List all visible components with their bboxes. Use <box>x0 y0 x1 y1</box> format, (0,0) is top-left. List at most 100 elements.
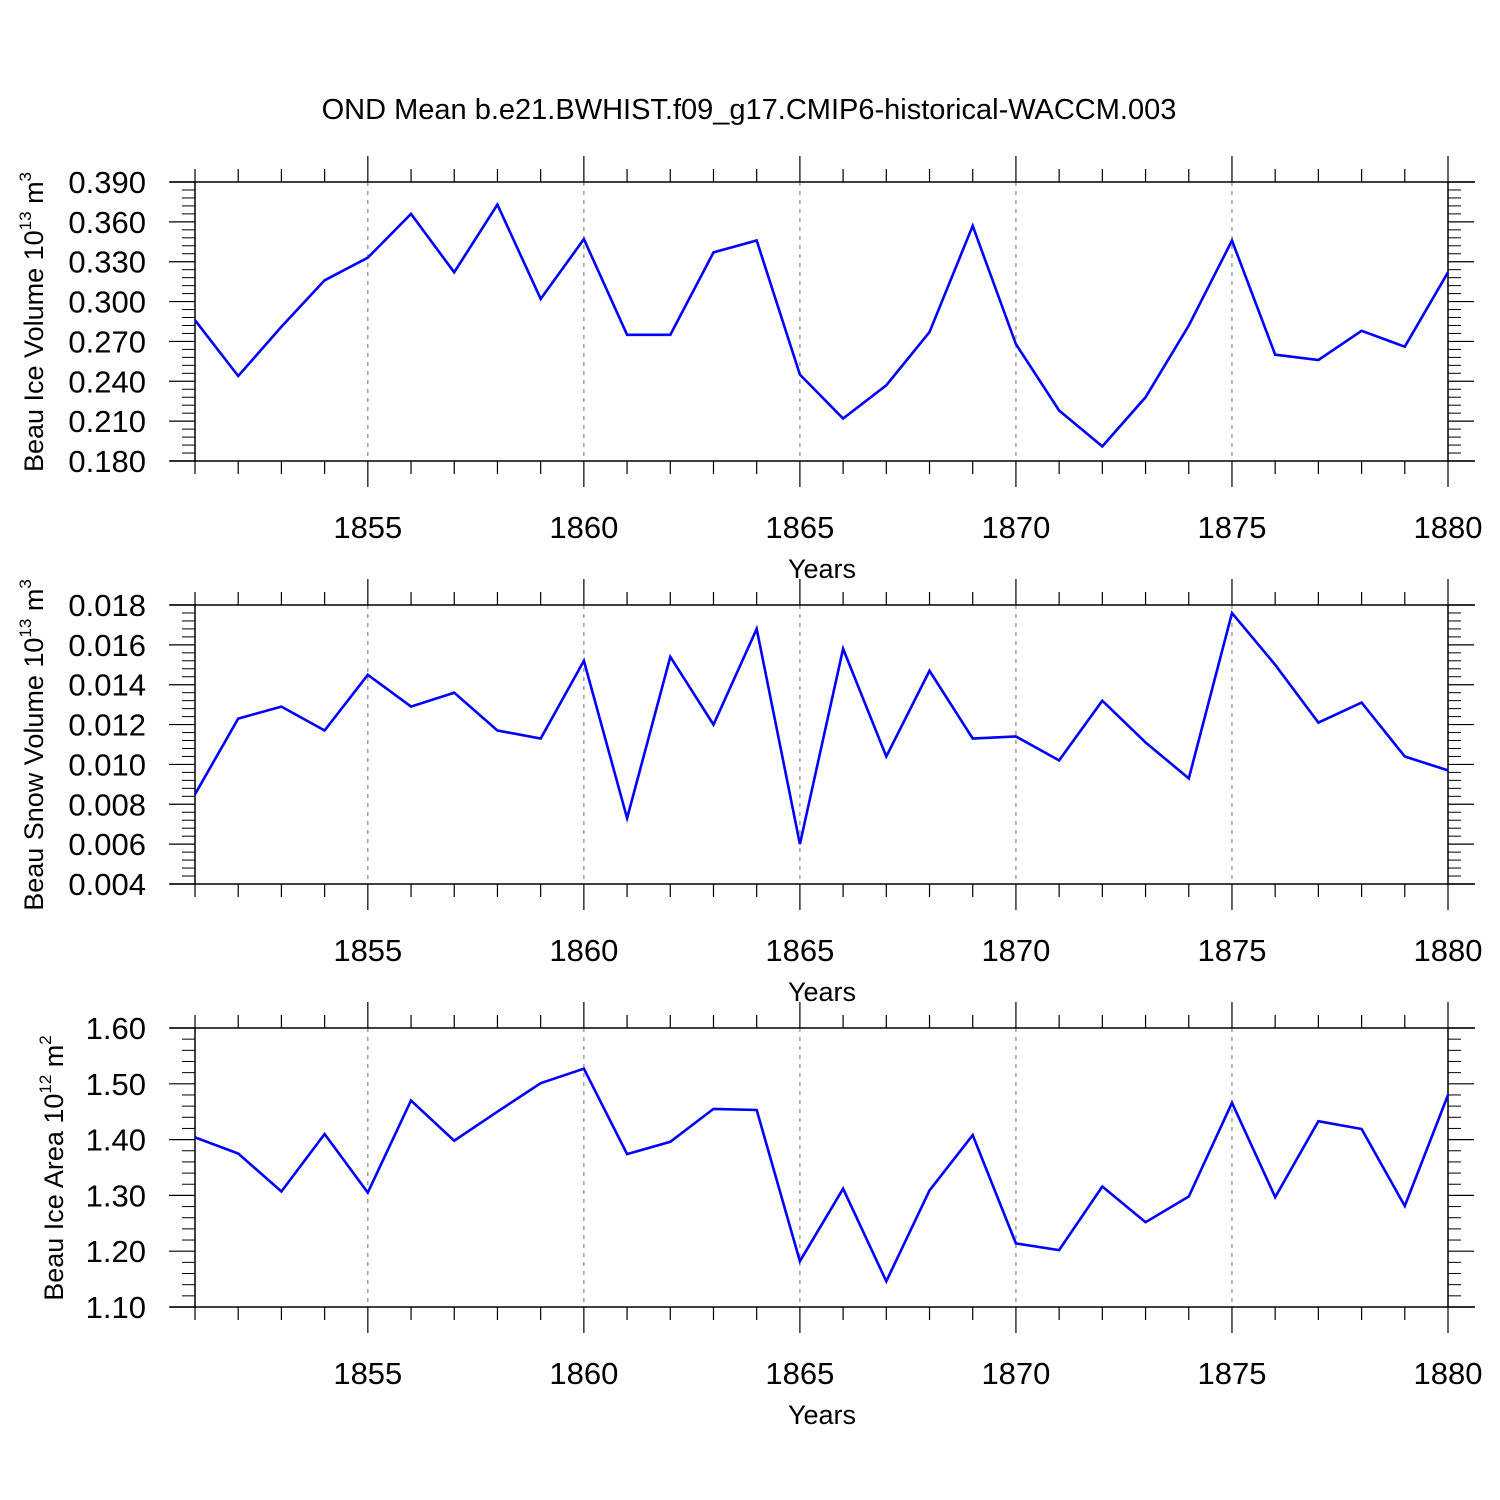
y-tick-label: 0.006 <box>68 827 146 862</box>
data-point <box>539 297 543 301</box>
x-tick-label: 1860 <box>549 1356 618 1391</box>
y-tick-label: 0.018 <box>68 588 146 623</box>
data-point <box>1230 238 1234 242</box>
y-tick-label: 0.300 <box>68 285 146 320</box>
data-point <box>755 1108 759 1112</box>
data-point <box>409 212 413 216</box>
data-point <box>1144 395 1148 399</box>
data-point <box>755 238 759 242</box>
data-point <box>841 1187 845 1191</box>
panel-ice-volume: Beau Ice Volume 1013 m3 Years 1855 1860 18… <box>16 156 1482 584</box>
data-point <box>323 729 327 733</box>
data-point <box>582 237 586 241</box>
data-point <box>1360 329 1364 333</box>
data-point <box>1360 1127 1364 1131</box>
data-point <box>193 1135 197 1139</box>
data-point <box>711 1107 715 1111</box>
data-point <box>1446 1093 1450 1097</box>
data-point <box>1014 1241 1018 1245</box>
series-line <box>194 1067 1450 1285</box>
data-point <box>711 250 715 254</box>
series-line <box>193 610 1449 845</box>
data-point <box>1230 611 1234 615</box>
data-point <box>1273 1195 1277 1199</box>
data-point <box>1360 701 1364 705</box>
data-point <box>884 754 888 758</box>
data-point <box>452 270 456 274</box>
x-axis-title: Years <box>788 977 856 1007</box>
data-point <box>409 705 413 709</box>
x-tick-label: 1880 <box>1414 933 1483 968</box>
panel-ice-area: Beau Ice Area 1012 m2 Years 1855 1860 1865… <box>36 1002 1482 1430</box>
y-tick-label: 0.016 <box>68 628 146 663</box>
data-point <box>1057 758 1061 762</box>
data-point <box>625 333 629 337</box>
data-point <box>928 330 932 334</box>
x-tick-label: 1875 <box>1197 1356 1266 1391</box>
data-point <box>323 1132 327 1136</box>
x-tick-label: 1880 <box>1414 510 1483 545</box>
data-point <box>928 669 932 673</box>
data-point <box>1403 345 1407 349</box>
data-point <box>323 278 327 282</box>
data-point <box>193 792 197 796</box>
chart-title: OND Mean b.e21.BWHIST.f09_g17.CMIP6-hist… <box>322 94 1177 126</box>
data-point <box>1446 768 1450 772</box>
x-tick-label: 1865 <box>765 510 834 545</box>
data-point <box>884 1279 888 1283</box>
data-point <box>539 1081 543 1085</box>
y-tick-label: 1.50 <box>86 1067 146 1102</box>
series-line <box>193 201 1450 449</box>
data-point <box>1273 353 1277 357</box>
data-point <box>884 383 888 387</box>
x-axis-title: Years <box>788 1400 856 1430</box>
data-point <box>1403 1204 1407 1208</box>
x-tick-label: 1870 <box>981 933 1050 968</box>
y-tick-label: 0.210 <box>68 404 146 439</box>
x-tick-label: 1875 <box>1197 510 1266 545</box>
x-tick-label: 1865 <box>765 933 834 968</box>
data-point <box>495 203 499 207</box>
y-tick-label: 0.004 <box>68 867 146 902</box>
y-tick-label: 0.270 <box>68 324 146 359</box>
data-point <box>279 325 283 329</box>
data-point <box>971 224 975 228</box>
data-point <box>798 1259 802 1263</box>
data-point <box>1273 663 1277 667</box>
y-tick-label: 1.10 <box>86 1290 146 1325</box>
data-point <box>1316 721 1320 725</box>
y-axis-title: Beau Snow Volume 1013 m3 <box>16 579 49 911</box>
x-tick-label: 1870 <box>981 1356 1050 1391</box>
data-point <box>452 691 456 695</box>
data-point <box>971 1133 975 1137</box>
y-tick-label: 0.180 <box>68 444 146 479</box>
data-point <box>236 1152 240 1156</box>
y-tick-label: 0.390 <box>68 165 146 200</box>
data-point <box>539 737 543 741</box>
y-tick-label: 0.360 <box>68 205 146 240</box>
x-tick-label: 1880 <box>1414 1356 1483 1391</box>
y-tick-label: 0.008 <box>68 787 146 822</box>
y-tick-label: 1.30 <box>86 1178 146 1213</box>
data-point <box>711 723 715 727</box>
y-tick-label: 0.240 <box>68 364 146 399</box>
data-point <box>409 1099 413 1103</box>
y-tick-label: 1.40 <box>86 1123 146 1158</box>
y-axis-title: Beau Ice Area 1012 m2 <box>36 1035 69 1301</box>
data-point <box>1187 776 1191 780</box>
data-point <box>193 318 197 322</box>
data-point <box>1144 1220 1148 1224</box>
data-point <box>1014 342 1018 346</box>
x-tick-label: 1855 <box>333 933 402 968</box>
y-tick-label: 0.014 <box>68 668 146 703</box>
data-point <box>366 1191 370 1195</box>
x-tick-label: 1870 <box>981 510 1050 545</box>
panel-snow-volume: Beau Snow Volume 1013 m3 Years 1855 1860 1… <box>16 579 1482 1007</box>
y-tick-label: 1.60 <box>86 1011 146 1046</box>
x-tick-label: 1875 <box>1197 933 1266 968</box>
x-tick-label: 1865 <box>765 1356 834 1391</box>
data-point <box>1446 270 1450 274</box>
data-point <box>495 1110 499 1114</box>
data-point <box>279 1189 283 1193</box>
y-axis-title: Beau Ice Volume 1013 m3 <box>16 172 49 472</box>
